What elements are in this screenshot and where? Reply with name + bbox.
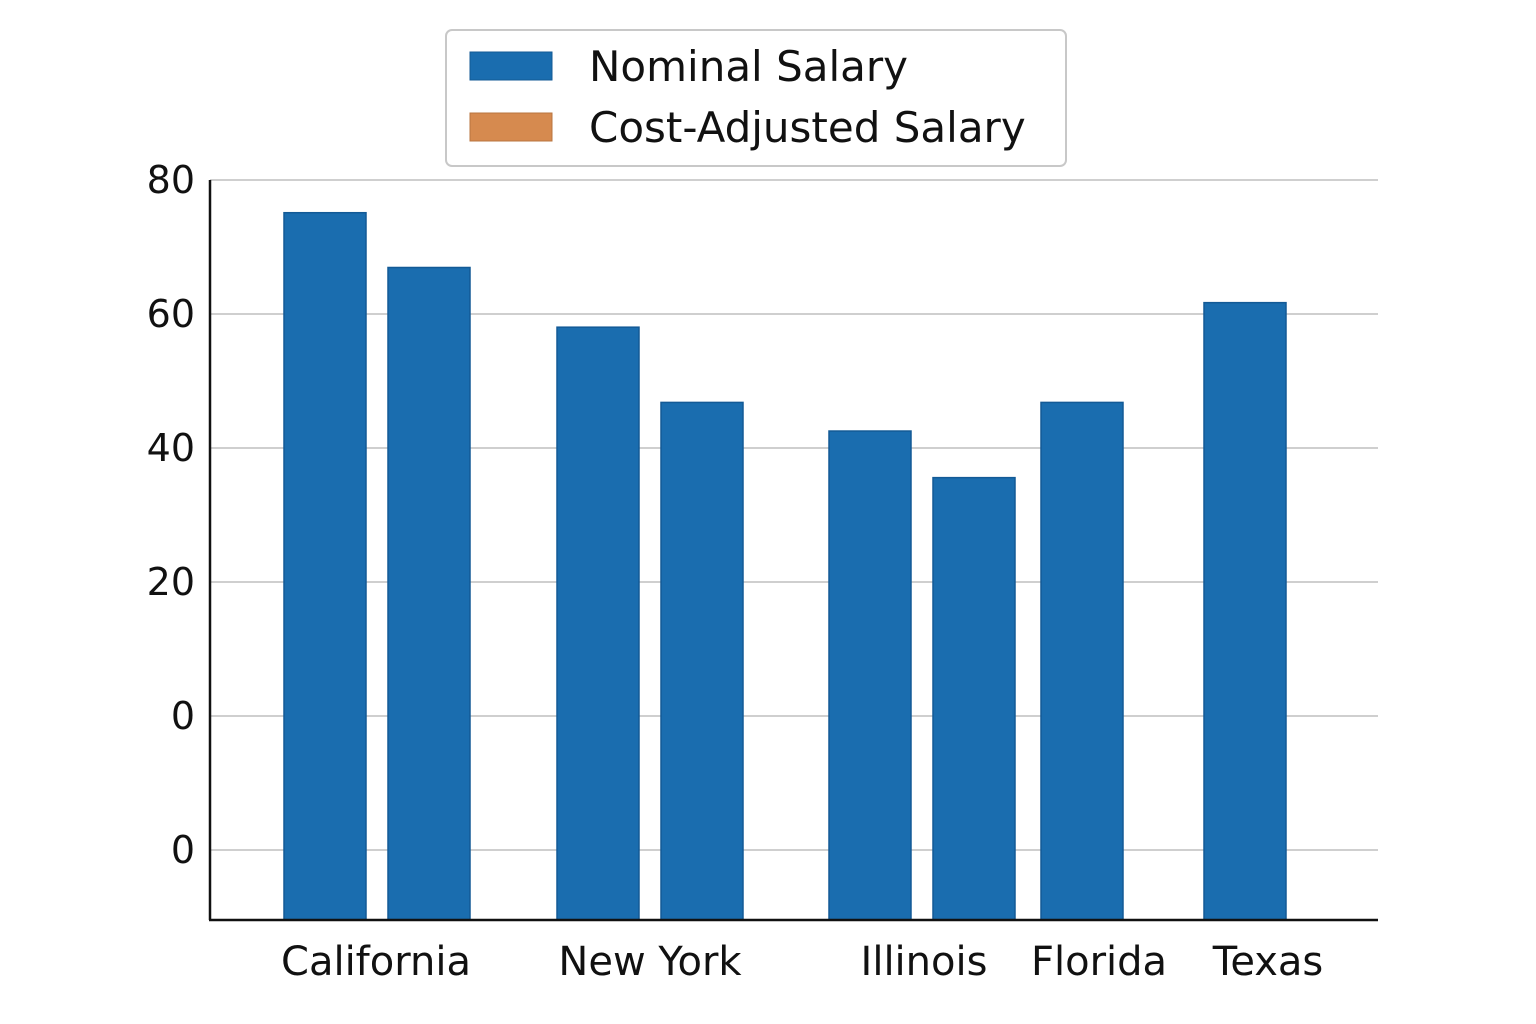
bars [283,211,1287,921]
axes [208,180,1378,922]
y-axis-tick-labels: 80 60 40 20 0 0 [147,158,195,872]
bar-texas [1203,301,1287,921]
bar-florida [1040,401,1124,921]
legend-frame [445,29,1067,167]
legend-label: Nominal Salary [589,42,908,91]
legend: Nominal Salary Cost-Adjusted Salary [445,29,1067,167]
y-tick-label: 80 [147,158,195,202]
bar-illinois [828,430,912,921]
legend-swatch [469,112,553,142]
y-tick-label: 60 [147,292,195,336]
bar-new-york [556,326,640,921]
x-tick-label: Illinois [861,939,988,985]
legend-label: Cost-Adjusted Salary [589,103,1026,152]
bar-illinois [932,476,1016,921]
x-tick-label: Texas [1212,939,1324,985]
x-axis-category-labels: California New York Illinois Florida Texas [281,939,1323,985]
bar-new-york [660,401,744,921]
bar-california [283,211,367,921]
x-tick-label: Florida [1031,939,1167,985]
legend-swatch [469,51,553,81]
y-tick-label: 0 [171,828,195,872]
x-tick-label: California [281,939,471,985]
y-tick-label: 40 [147,426,195,470]
gridlines [210,179,1378,851]
y-tick-label: 20 [147,560,195,604]
y-tick-label: 0 [171,694,195,738]
bar-california [387,266,471,921]
x-tick-label: New York [558,939,742,985]
